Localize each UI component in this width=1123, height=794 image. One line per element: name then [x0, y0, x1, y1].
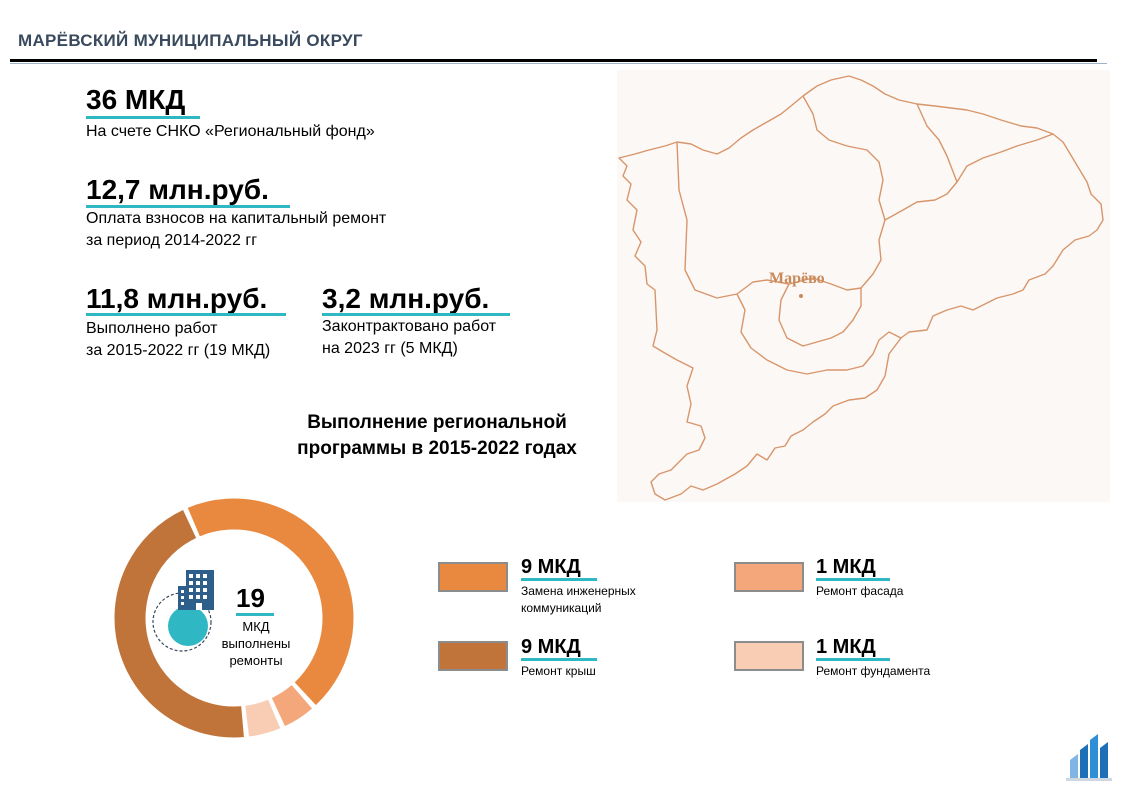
legend-desc-facade: Ремонт фасада — [816, 584, 904, 598]
donut-segment-facade — [270, 683, 314, 728]
district-inner-border-3 — [778, 283, 862, 347]
mkd-count-underline — [86, 116, 200, 119]
legend-underline-foundation — [816, 658, 890, 661]
district-inner-border-4 — [802, 95, 886, 221]
page-title: МАРЁВСКИЙ МУНИЦИПАЛЬНЫЙ ОКРУГ — [18, 31, 363, 50]
district-map: Марёво — [617, 70, 1110, 502]
mkd-count-value: 36 МКД — [86, 84, 186, 115]
district-outer-border — [618, 75, 1104, 501]
repairs-donut-chart — [113, 497, 355, 739]
donut-total-count: 19 — [236, 583, 265, 613]
legend-swatch-foundation — [734, 641, 804, 671]
legend-underline-engineering — [521, 578, 597, 581]
contributions-value: 12,7 млн.руб. — [86, 174, 269, 205]
legend-underline-roof — [521, 658, 597, 661]
legend-swatch-engineering — [438, 562, 508, 592]
legend-value-engineering: 9 МКД — [521, 556, 581, 578]
town-marker — [799, 294, 803, 298]
program-title: Выполнение региональной программы в 2015… — [297, 412, 577, 459]
completed-label: Выполнено работ за 2015-2022 гг (19 МКД) — [86, 320, 271, 359]
completed-value: 11,8 млн.руб. — [86, 283, 268, 314]
legend-desc-engineering: Замена инженерных коммуникаций — [521, 584, 636, 615]
contributions-label: Оплата взносов на капитальный ремонт за … — [86, 210, 387, 249]
contributions-underline — [86, 205, 290, 208]
fund-logo — [1066, 734, 1112, 781]
donut-total-label: МКД выполнены ремонты — [221, 619, 291, 668]
contracted-value: 3,2 млн.руб. — [322, 283, 490, 314]
completed-underline — [86, 313, 286, 316]
donut-segment-engineering — [186, 497, 355, 707]
donut-segment-foundation — [244, 698, 282, 738]
contracted-underline — [322, 313, 510, 316]
contracted-label: Законтрактовано работ на 2023 гг (5 МКД) — [322, 318, 497, 357]
district-inner-border-2 — [736, 293, 902, 375]
legend-underline-facade — [816, 578, 890, 581]
legend-value-roof: 9 МКД — [521, 636, 581, 658]
legend-value-foundation: 1 МКД — [816, 636, 876, 658]
building-icon — [178, 570, 214, 610]
district-inner-border-1 — [676, 133, 1054, 299]
legend-desc-roof: Ремонт крыш — [521, 664, 596, 678]
donut-count-underline — [236, 613, 274, 616]
legend-value-facade: 1 МКД — [816, 556, 876, 578]
donut-segment-roof — [113, 508, 246, 739]
district-inner-border-5 — [916, 103, 958, 183]
legend-swatch-facade — [734, 562, 804, 592]
town-label: Марёво — [769, 270, 825, 287]
legend-desc-foundation: Ремонт фундамента — [816, 664, 931, 678]
header-divider-thin — [10, 63, 1107, 64]
district-map-svg: Марёво — [618, 75, 1104, 501]
mkd-count-label: На счете СНКО «Региональный фонд» — [86, 123, 375, 140]
header-divider — [10, 59, 1097, 62]
legend-swatch-roof — [438, 641, 508, 671]
